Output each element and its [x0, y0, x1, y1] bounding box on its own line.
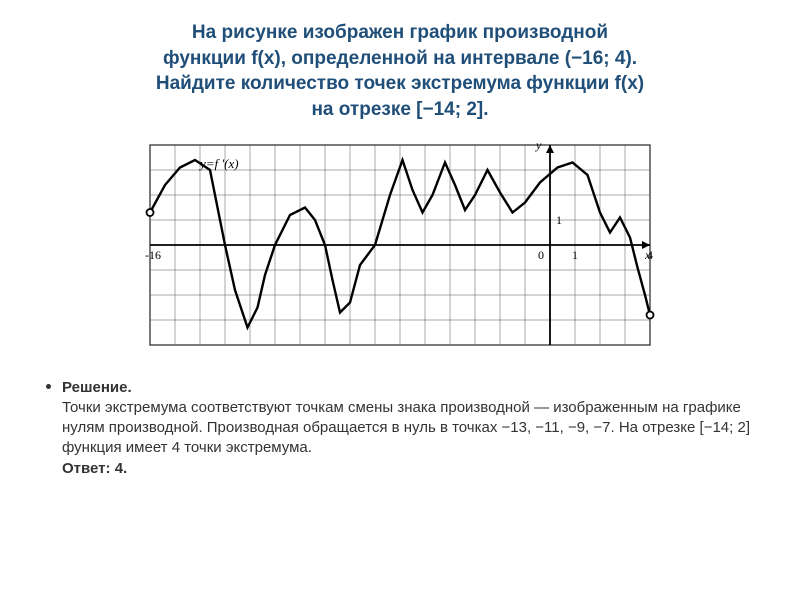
title-line-3: Найдите количество точек экстремума функ… — [156, 73, 644, 94]
bullet-icon — [46, 384, 51, 389]
chart-container: xy-160141y=f '(x) — [40, 135, 760, 360]
problem-title: На рисунке изображен график производной … — [40, 20, 760, 123]
title-line-1: На рисунке изображен график производной — [192, 22, 608, 43]
answer-label: Ответ: 4. — [62, 460, 127, 477]
solution-body: Точки экстремума соответствуют точкам см… — [62, 399, 750, 457]
svg-text:y=f '(x): y=f '(x) — [198, 156, 239, 171]
svg-text:1: 1 — [556, 213, 562, 227]
svg-text:-16: -16 — [145, 248, 161, 262]
title-line-2: функции f(x), определенной на интервале … — [163, 48, 637, 69]
solution-block: Решение. Точки экстремума соответствуют … — [40, 378, 760, 479]
solution-label: Решение. — [62, 379, 132, 396]
svg-text:4: 4 — [647, 248, 653, 262]
svg-text:y: y — [535, 138, 542, 152]
svg-text:0: 0 — [538, 248, 544, 262]
svg-text:1: 1 — [572, 248, 578, 262]
title-line-4: на отрезке [−14; 2]. — [311, 99, 488, 120]
derivative-chart: xy-160141y=f '(x) — [130, 135, 670, 360]
